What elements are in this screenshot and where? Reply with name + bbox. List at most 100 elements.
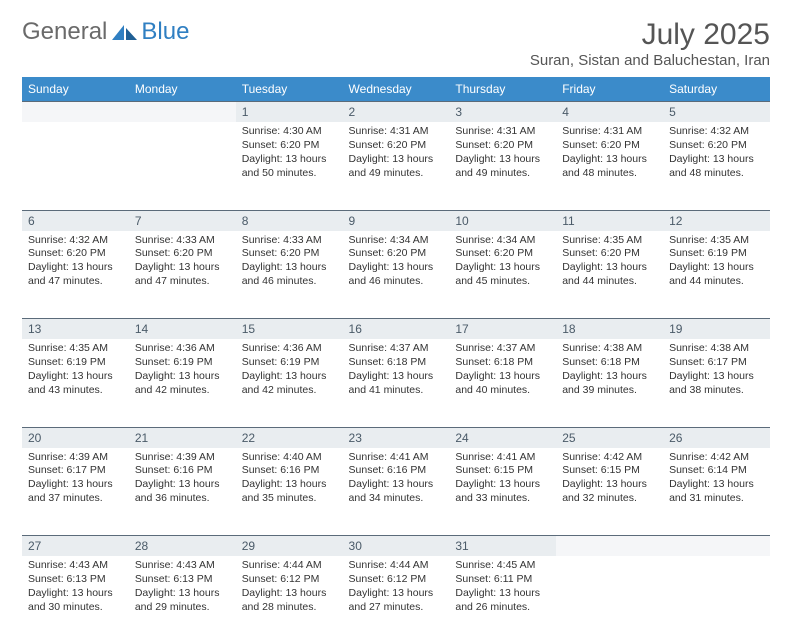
day-number: 23: [343, 428, 450, 448]
day-number-cell: 5: [663, 102, 770, 123]
day-number: 13: [22, 319, 129, 339]
day-number: 4: [556, 102, 663, 122]
sunrise-line: Sunrise: 4:43 AM: [135, 559, 230, 573]
day-number: 2: [343, 102, 450, 122]
sunset-line: Sunset: 6:20 PM: [455, 139, 550, 153]
day-content: Sunrise: 4:31 AMSunset: 6:20 PMDaylight:…: [556, 122, 663, 186]
day-content: Sunrise: 4:40 AMSunset: 6:16 PMDaylight:…: [236, 448, 343, 512]
day-cell: Sunrise: 4:36 AMSunset: 6:19 PMDaylight:…: [236, 339, 343, 427]
day-cell: [22, 122, 129, 210]
day-number-cell: 23: [343, 427, 450, 448]
day-number-cell: 4: [556, 102, 663, 123]
sunrise-line: Sunrise: 4:39 AM: [135, 451, 230, 465]
sunrise-line: Sunrise: 4:34 AM: [349, 234, 444, 248]
sunset-line: Sunset: 6:11 PM: [455, 573, 550, 587]
daylight-line: Daylight: 13 hours and 40 minutes.: [455, 370, 550, 398]
day-content: Sunrise: 4:41 AMSunset: 6:16 PMDaylight:…: [343, 448, 450, 512]
sunset-line: Sunset: 6:13 PM: [135, 573, 230, 587]
sunrise-line: Sunrise: 4:37 AM: [349, 342, 444, 356]
sunset-line: Sunset: 6:19 PM: [242, 356, 337, 370]
weekday-header: Thursday: [449, 77, 556, 102]
sunrise-line: Sunrise: 4:36 AM: [242, 342, 337, 356]
day-cell: [556, 556, 663, 644]
day-number-cell: [556, 536, 663, 557]
day-cell: Sunrise: 4:44 AMSunset: 6:12 PMDaylight:…: [343, 556, 450, 644]
day-cell: Sunrise: 4:41 AMSunset: 6:16 PMDaylight:…: [343, 448, 450, 536]
day-number: 14: [129, 319, 236, 339]
daylight-line: Daylight: 13 hours and 48 minutes.: [669, 153, 764, 181]
day-number-cell: 14: [129, 319, 236, 340]
sunrise-line: Sunrise: 4:39 AM: [28, 451, 123, 465]
day-cell: [129, 122, 236, 210]
sunset-line: Sunset: 6:20 PM: [455, 247, 550, 261]
weekday-header: Monday: [129, 77, 236, 102]
sunset-line: Sunset: 6:12 PM: [349, 573, 444, 587]
sunrise-line: Sunrise: 4:33 AM: [135, 234, 230, 248]
day-number-cell: 10: [449, 210, 556, 231]
day-number-cell: 9: [343, 210, 450, 231]
day-number-cell: 18: [556, 319, 663, 340]
brand-name-b: Blue: [141, 18, 189, 46]
sunrise-line: Sunrise: 4:44 AM: [242, 559, 337, 573]
day-content: Sunrise: 4:43 AMSunset: 6:13 PMDaylight:…: [22, 556, 129, 620]
sunset-line: Sunset: 6:13 PM: [28, 573, 123, 587]
sunset-line: Sunset: 6:20 PM: [242, 247, 337, 261]
daylight-line: Daylight: 13 hours and 33 minutes.: [455, 478, 550, 506]
calendar-body: 12 345 Sunrise: 4:30 AM Sunset: 6:20 PM Dayl…: [22, 102, 770, 644]
sunrise-line: Sunrise: 4:30 AM: [242, 125, 337, 139]
brand-name-a: General: [22, 18, 107, 46]
daylight-line: Daylight: 13 hours and 31 minutes.: [669, 478, 764, 506]
sunrise-line: Sunrise: 4:37 AM: [455, 342, 550, 356]
sunrise-line: Sunrise: 4:32 AM: [28, 234, 123, 248]
day-number: 9: [343, 211, 450, 231]
day-content: Sunrise: 4:35 AMSunset: 6:20 PMDaylight:…: [556, 231, 663, 295]
sunrise-line: Sunrise: 4:41 AM: [455, 451, 550, 465]
day-number: 3: [449, 102, 556, 122]
day-content: Sunrise: 4:34 AMSunset: 6:20 PMDaylight:…: [449, 231, 556, 295]
day-cell: Sunrise: 4:45 AMSunset: 6:11 PMDaylight:…: [449, 556, 556, 644]
day-number-cell: 16: [343, 319, 450, 340]
sunset-line: Sunset: 6:16 PM: [349, 464, 444, 478]
sunrise-line: Sunrise: 4:35 AM: [669, 234, 764, 248]
day-number: 8: [236, 211, 343, 231]
sunset-line: Sunset: 6:20 PM: [349, 247, 444, 261]
sunrise-line: Sunrise: 4:40 AM: [242, 451, 337, 465]
day-cell: Sunrise: 4:33 AMSunset: 6:20 PMDaylight:…: [236, 231, 343, 319]
day-number-cell: 15: [236, 319, 343, 340]
daylight-line: Daylight: 13 hours and 44 minutes.: [562, 261, 657, 289]
day-cell: Sunrise: 4:32 AMSunset: 6:20 PMDaylight:…: [663, 122, 770, 210]
day-number-cell: 19: [663, 319, 770, 340]
day-number-cell: [22, 102, 129, 123]
day-number-cell: 27: [22, 536, 129, 557]
day-cell: Sunrise: 4:31 AMSunset: 6:20 PMDaylight:…: [343, 122, 450, 210]
sunrise-line: Sunrise: 4:31 AM: [455, 125, 550, 139]
day-number-cell: 20: [22, 427, 129, 448]
day-number-cell: 12: [663, 210, 770, 231]
day-cell: Sunrise: 4:44 AMSunset: 6:12 PMDaylight:…: [236, 556, 343, 644]
daylight-line: Daylight: 13 hours and 36 minutes.: [135, 478, 230, 506]
day-number-cell: 29: [236, 536, 343, 557]
day-number: 29: [236, 536, 343, 556]
day-number-cell: 28: [129, 536, 236, 557]
day-number: 19: [663, 319, 770, 339]
daylight-line: Daylight: 13 hours and 44 minutes.: [669, 261, 764, 289]
day-cell: Sunrise: 4:40 AMSunset: 6:16 PMDaylight:…: [236, 448, 343, 536]
daylight-line: Daylight: 13 hours and 42 minutes.: [135, 370, 230, 398]
sunset-line: Sunset: 6:16 PM: [135, 464, 230, 478]
day-number: 26: [663, 428, 770, 448]
sunset-line: Sunset: 6:14 PM: [669, 464, 764, 478]
day-number: 17: [449, 319, 556, 339]
sunset-line: Sunset: 6:15 PM: [562, 464, 657, 478]
day-cell: Sunrise: 4:38 AMSunset: 6:18 PMDaylight:…: [556, 339, 663, 427]
sunset-line: Sunset: 6:16 PM: [242, 464, 337, 478]
day-number: 6: [22, 211, 129, 231]
weekday-header: Friday: [556, 77, 663, 102]
daylight-line: Daylight: 13 hours and 47 minutes.: [135, 261, 230, 289]
day-content: Sunrise: 4:39 AMSunset: 6:17 PMDaylight:…: [22, 448, 129, 512]
sunrise-line: Sunrise: 4:36 AM: [135, 342, 230, 356]
day-number: 27: [22, 536, 129, 556]
day-cell: Sunrise: 4:42 AMSunset: 6:14 PMDaylight:…: [663, 448, 770, 536]
day-content: Sunrise: 4:33 AMSunset: 6:20 PMDaylight:…: [236, 231, 343, 295]
day-cell: Sunrise: 4:36 AMSunset: 6:19 PMDaylight:…: [129, 339, 236, 427]
sunrise-line: Sunrise: 4:31 AM: [562, 125, 657, 139]
